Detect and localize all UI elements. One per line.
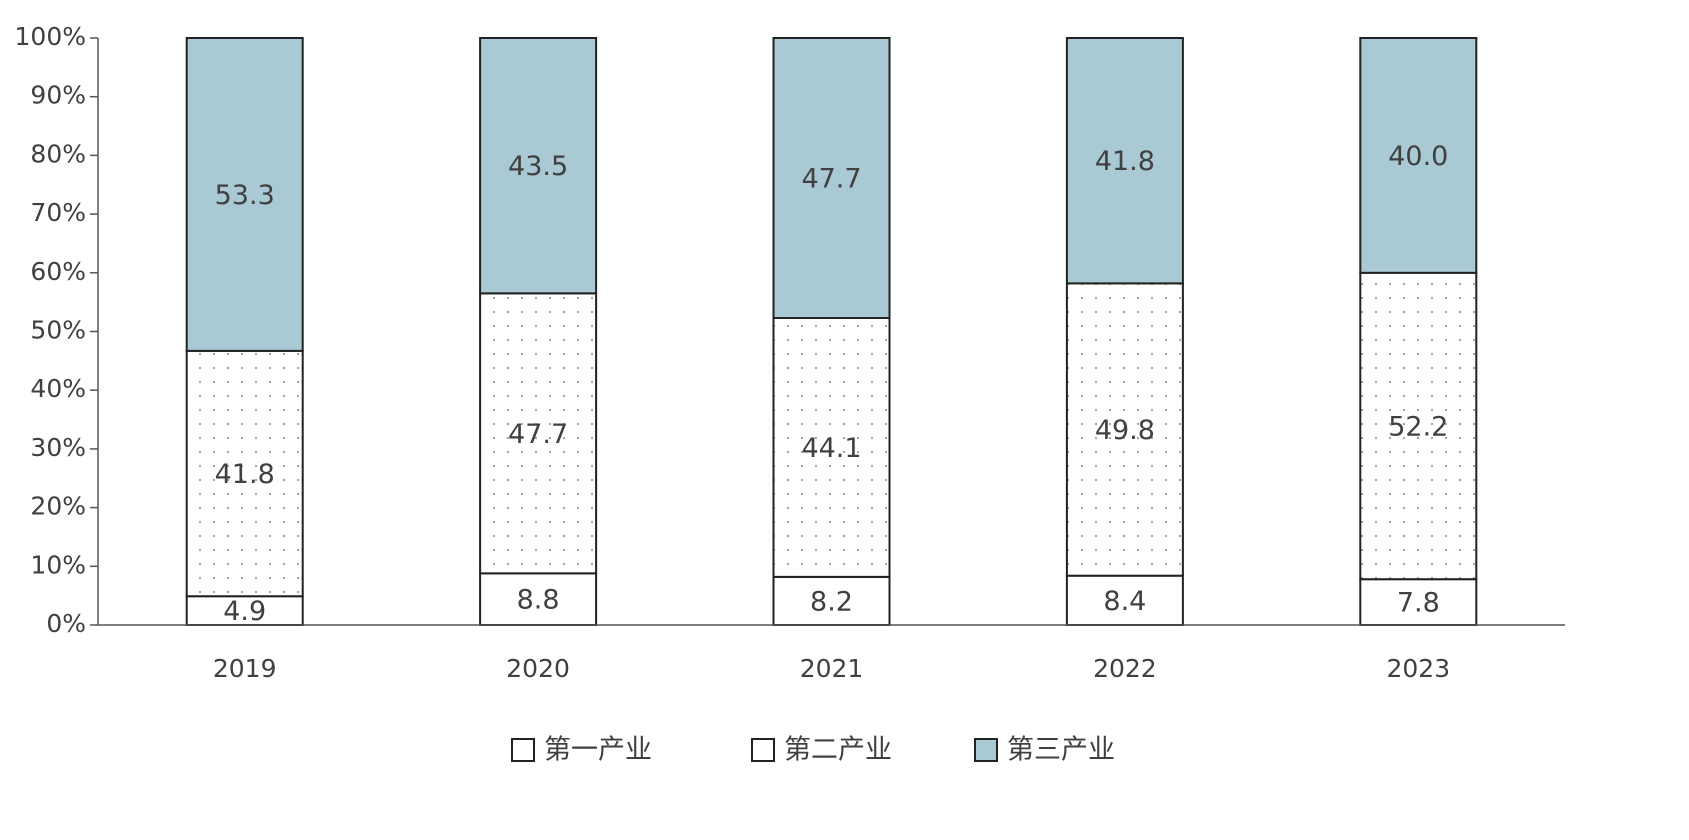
y-tick-label: 20% <box>30 492 86 521</box>
x-tick-label: 2020 <box>506 654 570 683</box>
x-tick-label: 2023 <box>1386 654 1450 683</box>
x-tick-label: 2019 <box>213 654 277 683</box>
bar-segment <box>185 349 304 598</box>
data-label: 8.8 <box>517 585 560 616</box>
data-label: 44.1 <box>801 433 861 464</box>
legend-label: 第三产业 <box>1007 735 1115 766</box>
bar-segment <box>1065 37 1184 285</box>
data-label: 53.3 <box>215 180 275 211</box>
bar-segment <box>772 37 891 319</box>
y-tick-label: 40% <box>30 374 86 403</box>
data-label: 8.2 <box>810 586 853 617</box>
y-tick-label: 0% <box>46 609 86 638</box>
data-label: 8.4 <box>1103 586 1146 617</box>
data-label: 41.8 <box>215 459 275 490</box>
data-label: 7.8 <box>1397 588 1440 619</box>
y-tick-label: 60% <box>30 257 86 286</box>
data-label: 41.8 <box>1095 146 1155 177</box>
legend-swatch <box>974 738 998 762</box>
bar-segment <box>1359 578 1478 626</box>
data-label: 49.8 <box>1095 415 1155 446</box>
x-tick-label: 2022 <box>1093 654 1157 683</box>
data-label: 4.9 <box>223 596 266 627</box>
y-tick-label: 70% <box>30 198 86 227</box>
bar-segment <box>1065 574 1184 627</box>
bar-segment <box>772 316 891 578</box>
bar-segment <box>185 37 304 352</box>
y-tick-label: 50% <box>30 316 86 345</box>
bar-segment <box>1359 37 1478 274</box>
data-label: 52.2 <box>1388 412 1448 443</box>
y-tick-label: 10% <box>30 550 86 579</box>
y-tick-label: 100% <box>15 22 86 51</box>
y-tick-label: 90% <box>30 81 86 110</box>
data-label: 47.7 <box>801 163 861 194</box>
data-label: 40.0 <box>1388 141 1448 172</box>
bar-segment <box>185 595 304 626</box>
data-label: 43.5 <box>508 151 568 182</box>
x-tick-label: 2021 <box>800 654 864 683</box>
y-tick-label: 30% <box>30 433 86 462</box>
bar-segment <box>479 572 598 626</box>
bar-segment <box>1065 282 1184 577</box>
legend-label: 第二产业 <box>784 735 892 766</box>
legend-swatch <box>751 738 775 762</box>
bar-segment <box>479 37 598 295</box>
legend-label: 第一产业 <box>544 735 652 766</box>
bar-segment <box>479 292 598 575</box>
legend-swatch <box>511 738 535 762</box>
y-tick-label: 80% <box>30 139 86 168</box>
data-label: 47.7 <box>508 419 568 450</box>
